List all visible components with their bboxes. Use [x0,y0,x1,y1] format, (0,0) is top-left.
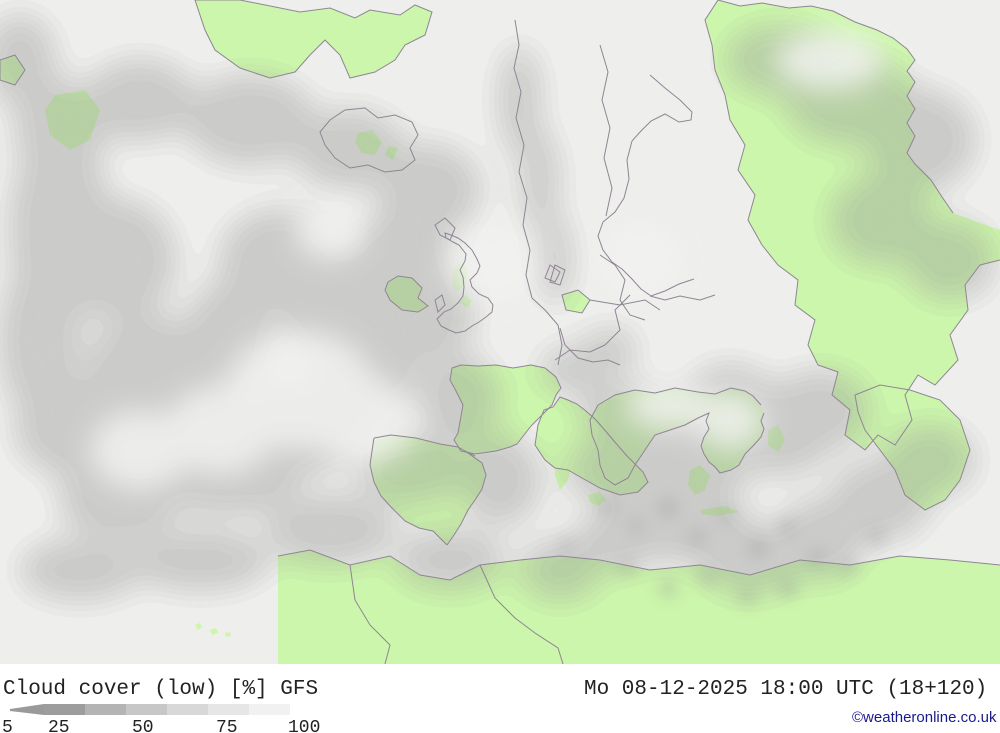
svg-text:50: 50 [132,718,154,733]
svg-text:Mo 08-12-2025 18:00 UTC (18+12: Mo 08-12-2025 18:00 UTC (18+120) [584,678,987,701]
svg-text:5: 5 [2,718,13,733]
svg-text:25: 25 [48,718,70,733]
svg-text:100: 100 [288,718,320,733]
svg-text:Cloud cover (low) [%] GFS: Cloud cover (low) [%] GFS [3,678,318,701]
svg-text:©weatheronline.co.uk: ©weatheronline.co.uk [852,709,997,726]
svg-text:75: 75 [216,718,238,733]
